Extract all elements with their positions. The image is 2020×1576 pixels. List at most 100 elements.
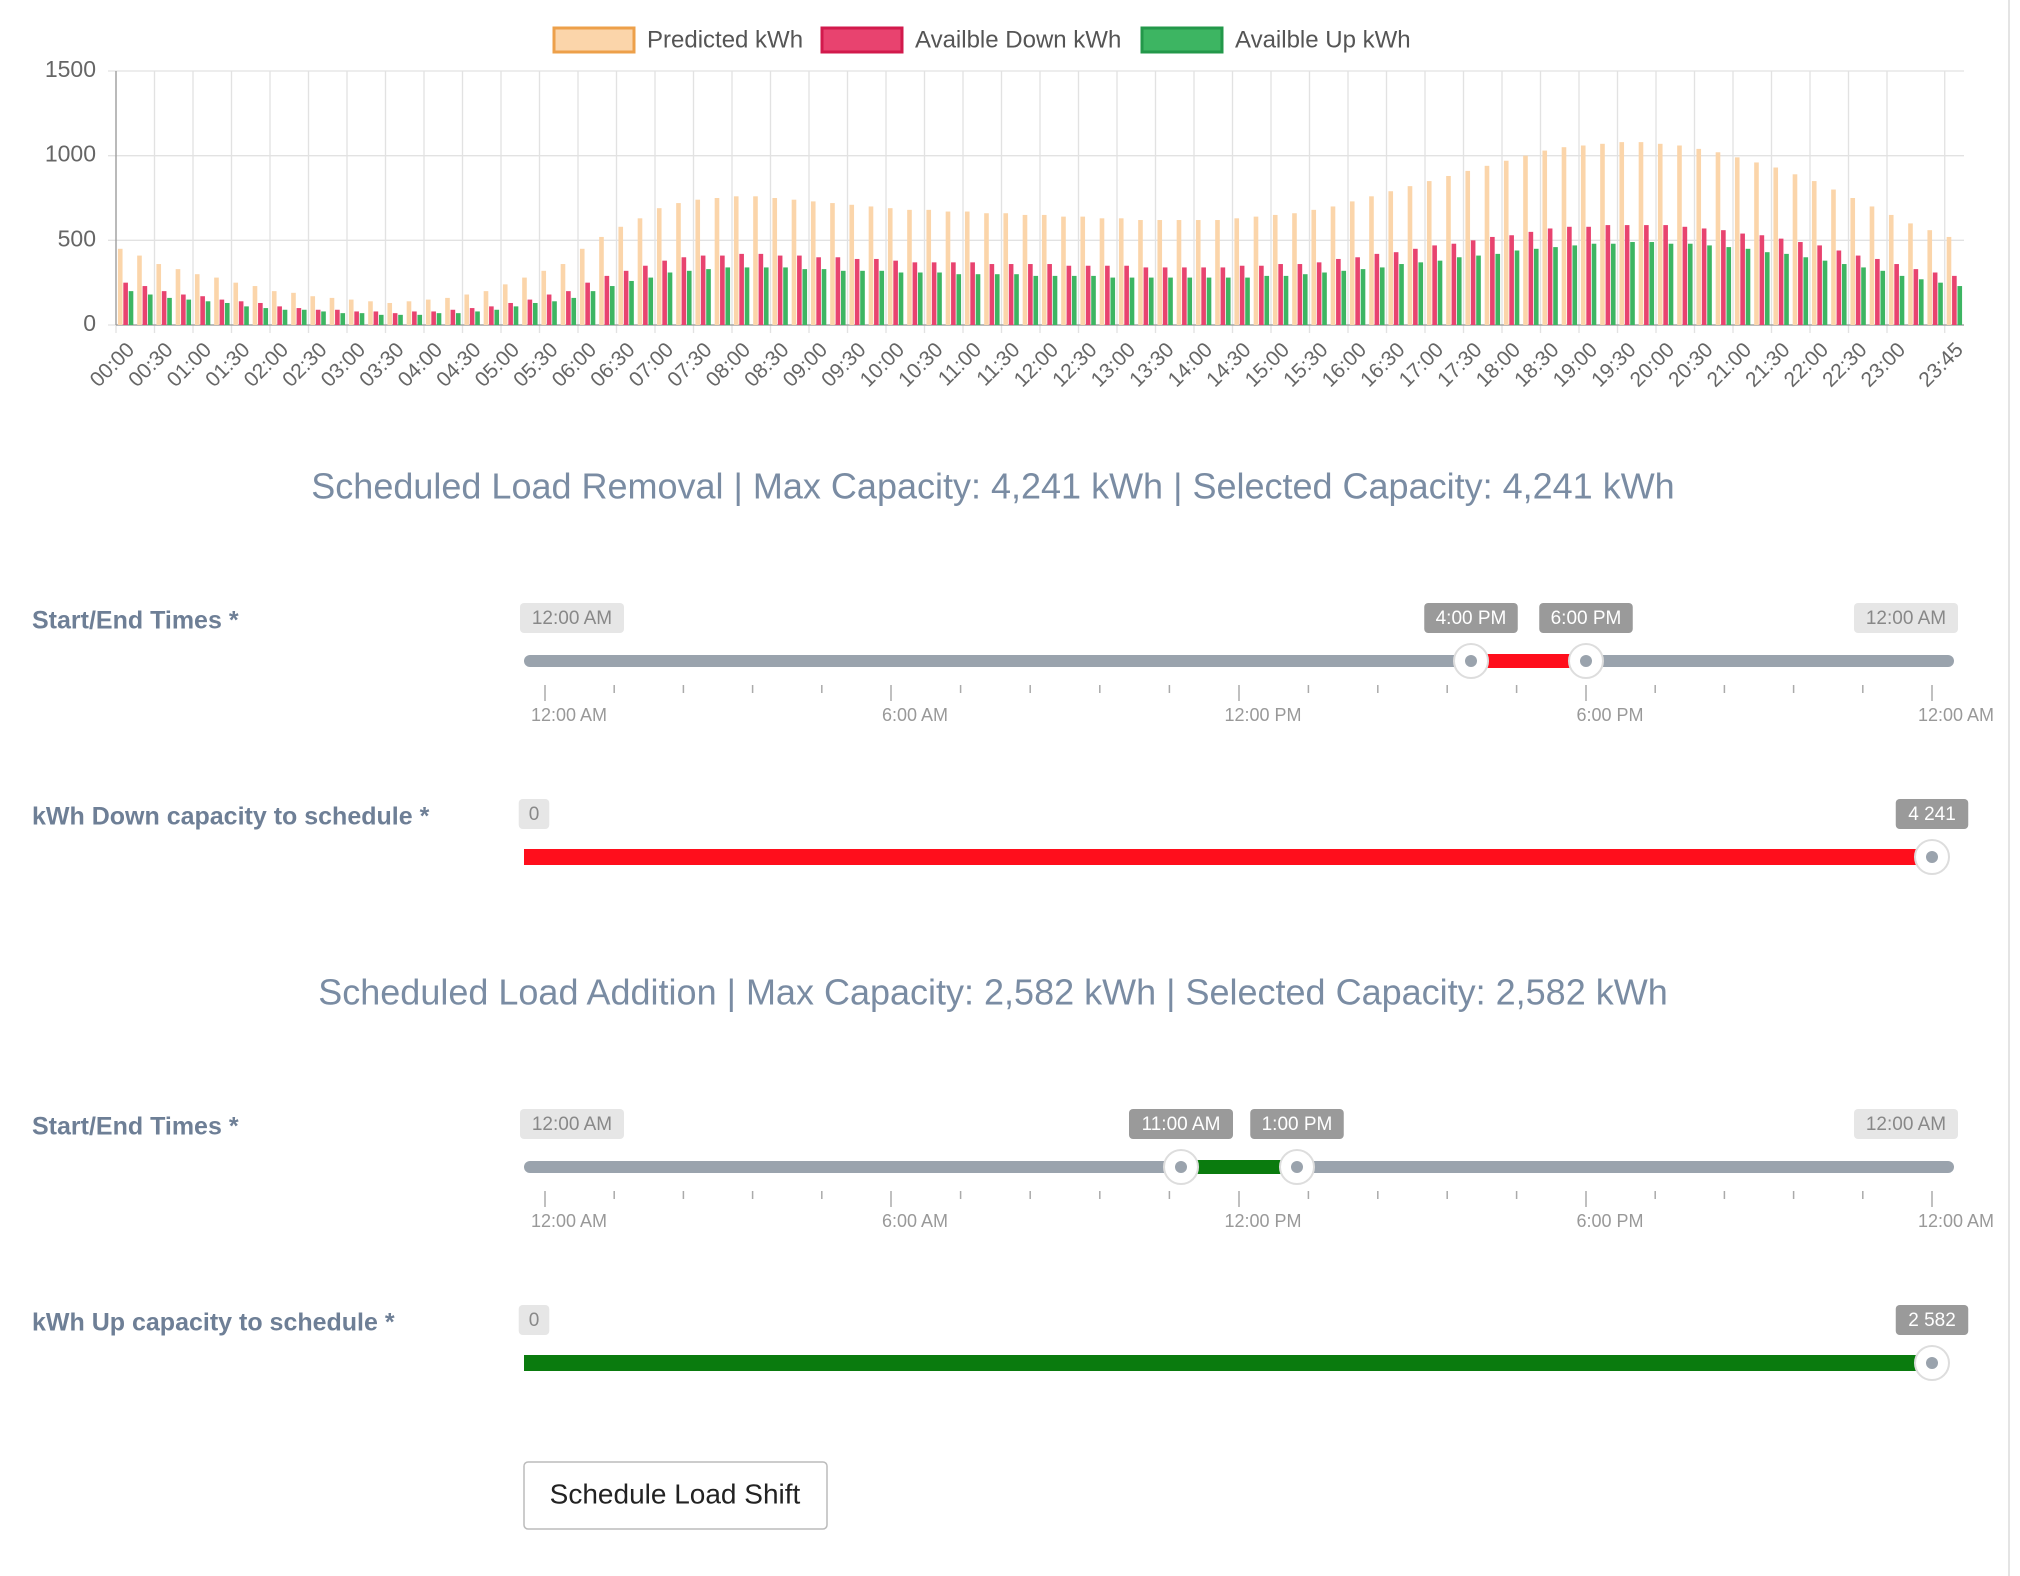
bar xyxy=(1957,286,1963,325)
bar xyxy=(835,257,841,325)
bar xyxy=(469,308,475,325)
bar xyxy=(1836,250,1842,325)
bar xyxy=(1272,214,1278,325)
bar xyxy=(1052,275,1058,325)
bar xyxy=(1099,218,1105,325)
legend-label: Predicted kWh xyxy=(647,26,803,53)
bar xyxy=(1908,223,1913,325)
bar xyxy=(970,262,975,325)
bar xyxy=(1817,245,1822,325)
button-label[interactable]: Schedule Load Shift xyxy=(550,1478,801,1509)
legend-swatch xyxy=(820,26,904,54)
bar xyxy=(368,301,373,325)
bar xyxy=(1302,274,1308,325)
bar xyxy=(604,275,610,325)
bar xyxy=(1899,275,1905,325)
bar xyxy=(464,294,470,325)
legend-swatch xyxy=(1140,26,1224,54)
field-label: Start/End Times * xyxy=(32,607,239,635)
bar xyxy=(1292,213,1297,325)
bar xyxy=(117,248,123,325)
bar xyxy=(714,198,720,325)
bar xyxy=(406,301,412,325)
bar xyxy=(667,272,673,325)
capacity-bar xyxy=(524,1355,1932,1371)
bar xyxy=(1523,155,1528,325)
bar xyxy=(1572,245,1578,325)
schedule-button[interactable] xyxy=(523,1461,828,1530)
bar xyxy=(258,302,263,325)
bar xyxy=(205,301,211,325)
bar xyxy=(1490,236,1495,325)
bar xyxy=(1234,218,1240,325)
bar xyxy=(849,204,855,325)
bar xyxy=(219,299,225,325)
bar xyxy=(1253,216,1259,325)
bar xyxy=(1426,181,1432,325)
value-tag xyxy=(520,603,624,633)
bar xyxy=(552,301,557,325)
bar xyxy=(175,269,181,325)
bar xyxy=(1393,252,1399,325)
bar xyxy=(1476,255,1481,325)
bar xyxy=(763,267,769,325)
bar xyxy=(1855,255,1861,325)
bar xyxy=(1110,277,1116,325)
bar xyxy=(887,208,893,325)
bar xyxy=(893,260,898,325)
bar xyxy=(1157,220,1163,325)
bar xyxy=(830,203,835,325)
value-tag xyxy=(1424,603,1518,633)
slider-handle-dot[interactable] xyxy=(1465,655,1477,667)
bar xyxy=(681,257,687,325)
bar xyxy=(1014,274,1019,325)
value-tag-label: 6:00 PM xyxy=(1551,608,1622,629)
bar xyxy=(1355,257,1360,325)
bar xyxy=(522,277,527,325)
bar xyxy=(1239,265,1245,325)
bar xyxy=(566,291,571,325)
bar xyxy=(1245,277,1250,325)
slider-handle-dot[interactable] xyxy=(1175,1161,1187,1173)
bar xyxy=(1437,260,1443,325)
value-tag xyxy=(1129,1109,1233,1139)
bar xyxy=(359,313,365,325)
bar xyxy=(252,286,258,325)
bar xyxy=(1316,262,1322,325)
bar xyxy=(1080,216,1086,325)
bar xyxy=(1369,196,1374,325)
bar xyxy=(1586,226,1591,325)
bar xyxy=(147,294,153,325)
bar xyxy=(1503,160,1509,325)
bar xyxy=(455,313,461,325)
bar xyxy=(879,270,885,325)
bar xyxy=(860,270,865,325)
legend-label: Availble Down kWh xyxy=(915,26,1121,53)
bar xyxy=(417,314,423,325)
slider-handle-dot[interactable] xyxy=(1580,655,1592,667)
bar xyxy=(1187,277,1193,325)
bar xyxy=(720,255,725,325)
bar xyxy=(1759,235,1765,325)
bar xyxy=(898,272,904,325)
slider-handle-dot[interactable] xyxy=(1926,851,1938,863)
scale-label: 6:00 AM xyxy=(882,705,948,725)
bar xyxy=(1822,260,1828,325)
y-tick-label: 1500 xyxy=(45,56,96,82)
slider-handle-dot[interactable] xyxy=(1926,1357,1938,1369)
bar xyxy=(1451,243,1457,325)
bar xyxy=(585,282,590,325)
bar xyxy=(1707,245,1712,325)
bar xyxy=(244,306,249,325)
x-tick-label: 23:00 xyxy=(1857,338,1910,391)
value-tag-label: 12:00 AM xyxy=(532,608,612,629)
bar xyxy=(1798,242,1803,325)
slider-handle-dot[interactable] xyxy=(1291,1161,1303,1173)
value-tag xyxy=(1895,799,1969,829)
bar xyxy=(1143,267,1149,325)
bar xyxy=(128,291,134,325)
value-tag-label: 1:00 PM xyxy=(1262,1114,1333,1135)
bar xyxy=(1349,201,1355,325)
bar xyxy=(964,211,970,325)
